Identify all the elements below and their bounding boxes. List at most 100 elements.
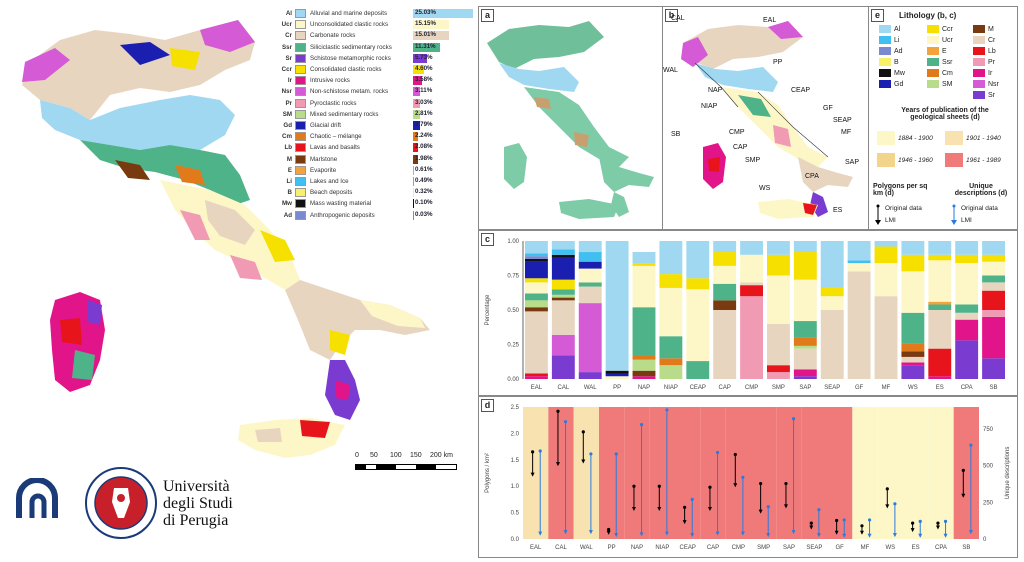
x-tick-label: CPA — [935, 545, 947, 551]
legend-swatch — [295, 53, 306, 63]
bar-segment-mw — [605, 370, 629, 374]
bar-segment-cr — [928, 310, 952, 349]
bar-segment-ccr — [659, 274, 683, 288]
legend-code: Gd — [283, 122, 292, 129]
lithology-swatch — [973, 36, 985, 44]
legend-name: Anthropogenic deposits — [310, 211, 375, 219]
x-tick-label: PP — [613, 385, 621, 391]
bar-segment-ccr — [632, 263, 656, 266]
bar-segment-pr — [767, 372, 790, 379]
region-label-sb: SB — [671, 131, 681, 138]
year-label: 1901 - 1940 — [966, 134, 1001, 142]
legend-swatch — [295, 109, 306, 119]
x-tick-label: MF — [882, 385, 891, 391]
polygons-arrow-cal — [555, 409, 560, 467]
legend-code: SM — [282, 110, 292, 118]
polygons-arrow-cmp — [733, 452, 738, 488]
legend-code: Ccr — [281, 66, 292, 73]
legend-pct-bar — [413, 188, 414, 198]
italy-lithology-map — [22, 20, 430, 458]
legend-pct-bar — [413, 132, 419, 142]
bar-gf — [847, 241, 871, 379]
year-item: 1884 - 1900 — [877, 131, 933, 145]
region-label-cap: CAP — [733, 144, 748, 151]
region-label-ws: WS — [759, 185, 771, 192]
legend-swatch — [295, 177, 306, 186]
lithology-swatch — [927, 58, 939, 66]
scale-tick-150: 150 — [410, 452, 422, 459]
lithology-item-m: M — [973, 25, 994, 33]
bar-segment-mw — [551, 254, 575, 258]
bar-cpa — [955, 241, 979, 379]
y2-axis-label: Unique descriptions — [1005, 447, 1011, 500]
bar-segment-al — [525, 241, 548, 254]
legend-pct-bar — [413, 121, 420, 130]
bar-segment-sr — [578, 372, 602, 379]
period-band-nap — [624, 407, 650, 539]
lithology-item-sr: Sr — [973, 91, 995, 99]
lithology-code: Gd — [894, 80, 904, 88]
lithology-swatch — [973, 25, 985, 33]
university-line1: Università — [163, 478, 230, 495]
bar-segment-mw — [525, 258, 548, 262]
year-item: 1901 - 1940 — [945, 131, 1001, 145]
lithology-swatch — [879, 69, 891, 77]
legend-name: Marlstone — [310, 155, 338, 163]
legend-name: Consolidated clastic rocks — [310, 66, 382, 73]
scale-tick-50: 50 — [370, 452, 378, 459]
bar-segment-gd — [525, 261, 548, 279]
unique-title: Unique descriptions (d) — [954, 183, 1008, 197]
lithology-code: Ccr — [942, 25, 953, 33]
y-tick-label: 1.0 — [511, 484, 520, 490]
bar-segment-ucr — [955, 263, 979, 305]
legend-pct: 0.49% — [415, 177, 433, 184]
year-swatch — [877, 153, 895, 167]
legend-swatch — [295, 143, 306, 153]
legend-row-cr: Cr Carbonate rocks — [270, 30, 420, 41]
bar-segment-cr — [525, 311, 548, 374]
period-band-seap — [801, 407, 827, 539]
bar-segment-ir — [928, 376, 952, 379]
bar-segment-ir — [955, 319, 979, 341]
legend-pct: 15.01% — [415, 31, 436, 39]
x-tick-label: SMP — [772, 385, 785, 391]
bar-segment-nsr — [578, 303, 602, 373]
x-tick-label: SEAP — [824, 385, 840, 391]
polygons-arrow-sap — [783, 481, 788, 509]
y2-tick-label: 500 — [983, 464, 994, 470]
period-band-pp — [599, 407, 625, 539]
bar-segment-al — [793, 241, 817, 253]
x-tick-label: WS — [885, 545, 895, 551]
y-tick-label: 0.75 — [507, 274, 519, 280]
region-label-sap: SAP — [845, 159, 860, 166]
legend-pct-bar — [413, 199, 414, 209]
lithology-item-ssr: Ssr — [927, 58, 953, 66]
lithology-item-al: Al — [879, 25, 900, 33]
lithology-code: Lb — [988, 47, 996, 55]
bar-segment-ccr — [820, 287, 844, 297]
legend-row-gd: Gd Glacial drift — [270, 120, 420, 131]
region-label-niap: NIAP — [701, 103, 718, 110]
unique-arrow-nap — [639, 423, 644, 537]
legend-code: Ir — [287, 77, 292, 85]
bar-segment-ccr — [525, 278, 548, 283]
bar-segment-pr — [740, 296, 763, 379]
legend-pct-bar — [413, 143, 418, 153]
bar-segment-ucr — [982, 261, 1005, 276]
legend-row-lb: Lb Lavas and basalts — [270, 142, 420, 153]
bar-segment-ir — [793, 369, 817, 377]
lithology-code: Nsr — [988, 80, 999, 88]
lithology-code: E — [942, 47, 947, 55]
x-tick-label: EAL — [530, 545, 542, 551]
x-tick-label: SMP — [757, 545, 770, 551]
legend-pct-bar — [413, 177, 415, 186]
bar-segment-ssr — [578, 282, 602, 287]
bar-segment-m — [713, 300, 737, 310]
bar-segment-ucr — [874, 263, 898, 297]
lithology-code: Pr — [988, 58, 995, 66]
bar-segment-ucr — [605, 376, 629, 379]
bar-segment-ssr — [901, 312, 925, 344]
legend-name: Chaotic – mélange — [310, 133, 362, 141]
legend-orig-blue: Original data — [961, 205, 998, 212]
lithology-code: Ir — [988, 69, 993, 77]
